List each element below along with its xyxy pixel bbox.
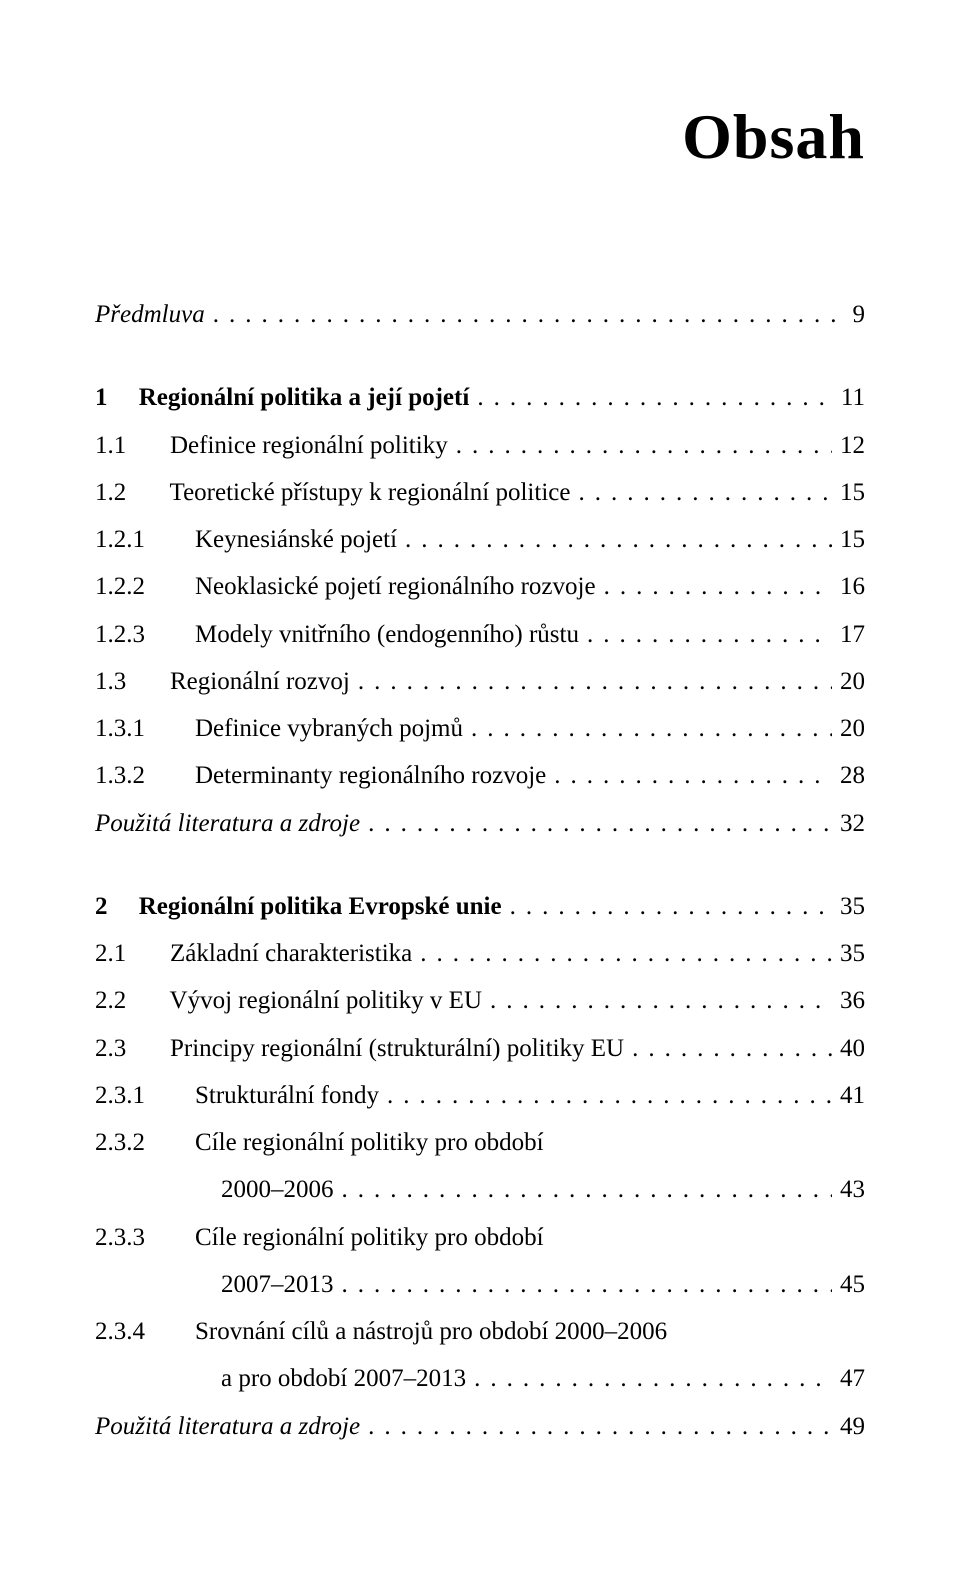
toc-entry-page: 40 [832,1028,865,1069]
toc-entry-page: 16 [832,566,865,607]
toc-entry-page: 12 [832,425,865,466]
toc-entry-page: 43 [832,1169,865,1210]
toc-entry: Předmluva...............................… [95,294,865,335]
toc-entry: 2000–2006...............................… [95,1169,865,1210]
toc-leader-dots: ........................................… [466,1358,832,1399]
toc-entry-label: 2.3.4 Srovnání cílů a nástrojů pro obdob… [95,1311,667,1352]
toc-leader-dots: ........................................… [463,708,832,749]
toc-entry: 1.2.1 Keynesiánské pojetí...............… [95,519,865,560]
toc-entry-page: 47 [832,1358,865,1399]
toc-entry-label: a pro období 2007–2013 [221,1358,466,1399]
toc-entry-label: 2007–2013 [221,1264,334,1305]
toc-leader-dots: ........................................… [570,472,832,513]
toc-entry-page: 11 [833,377,865,418]
toc-leader-dots: ........................................… [412,933,832,974]
toc-entry: Použitá literatura a zdroje.............… [95,803,865,844]
toc-entry-label: Použitá literatura a zdroje [95,803,360,844]
toc-entry: 2.3.3 Cíle regionální politiky pro obdob… [95,1217,865,1258]
toc-entry-label: 1.3.1 Definice vybraných pojmů [95,708,463,749]
toc-entry-label: 2.3.3 Cíle regionální politiky pro obdob… [95,1217,544,1258]
section-gap [95,850,865,886]
toc-entry-page: 35 [832,933,865,974]
toc-entry: 1.3 Regionální rozvoj...................… [95,661,865,702]
toc-entry-page: 15 [832,519,865,560]
toc-leader-dots: ........................................… [379,1075,832,1116]
toc-leader-dots: ........................................… [469,377,833,418]
toc-leader-dots: ........................................… [397,519,832,560]
toc-entry-label: 1.1 Definice regionální politiky [95,425,448,466]
toc-entry: 2.1 Základní charakteristika............… [95,933,865,974]
toc-entry-label: 1.3 Regionální rozvoj [95,661,350,702]
toc-entry: 2.3 Principy regionální (strukturální) p… [95,1028,865,1069]
toc-entry-page: 41 [832,1075,865,1116]
toc-entry-page: 9 [845,294,866,335]
toc-leader-dots: ........................................… [334,1264,833,1305]
toc-entry-page: 49 [832,1406,865,1447]
toc-leader-dots: ........................................… [482,980,832,1021]
toc-entry: 2.3.4 Srovnání cílů a nástrojů pro obdob… [95,1311,865,1352]
toc-entry: Použitá literatura a zdroje.............… [95,1406,865,1447]
toc-entry-page: 32 [832,803,865,844]
toc-entry-label: 2.3.2 Cíle regionální politiky pro obdob… [95,1122,544,1163]
toc-leader-dots: ........................................… [546,755,832,796]
page-title: Obsah [95,100,865,174]
toc-leader-dots: ........................................… [350,661,832,702]
toc-entry: 2007–2013...............................… [95,1264,865,1305]
toc-entry-label: 2 Regionální politika Evropské unie [95,886,502,927]
toc-entry: 2.3.2 Cíle regionální politiky pro obdob… [95,1122,865,1163]
toc-entry-page: 17 [832,614,865,655]
toc-entry-page: 45 [832,1264,865,1305]
toc-entry-label: 2000–2006 [221,1169,334,1210]
toc-entry: 1.3.2 Determinanty regionálního rozvoje.… [95,755,865,796]
section-gap [95,341,865,377]
toc-entry: 1.1 Definice regionální politiky........… [95,425,865,466]
toc-entry: a pro období 2007–2013..................… [95,1358,865,1399]
toc-leader-dots: ........................................… [360,803,832,844]
toc-entry-page: 35 [832,886,865,927]
toc-entry-label: 2.3 Principy regionální (strukturální) p… [95,1028,624,1069]
toc-entry-label: 1.2.2 Neoklasické pojetí regionálního ro… [95,566,596,607]
toc-entry-label: 2.1 Základní charakteristika [95,933,412,974]
toc-entry-label: 1.2.3 Modely vnitřního (endogenního) růs… [95,614,579,655]
toc-entry: 1.2.3 Modely vnitřního (endogenního) růs… [95,614,865,655]
toc-entry: 2.3.1 Strukturální fondy................… [95,1075,865,1116]
toc-leader-dots: ........................................… [596,566,832,607]
toc-entry-label: 1.2.1 Keynesiánské pojetí [95,519,397,560]
toc-entry-label: 2.2 Vývoj regionální politiky v EU [95,980,482,1021]
toc-entry-label: 1.2 Teoretické přístupy k regionální pol… [95,472,570,513]
toc-entry-page: 36 [832,980,865,1021]
toc-entry: 2.2 Vývoj regionální politiky v EU......… [95,980,865,1021]
toc-entry-page: 20 [832,708,865,749]
toc-entry-page: 20 [832,661,865,702]
toc-entry-label: 2.3.1 Strukturální fondy [95,1075,379,1116]
toc-leader-dots: ........................................… [360,1406,832,1447]
table-of-contents: Předmluva...............................… [95,294,865,1447]
toc-entry: 1.3.1 Definice vybraných pojmů..........… [95,708,865,749]
toc-leader-dots: ........................................… [579,614,832,655]
toc-entry: 2 Regionální politika Evropské unie.....… [95,886,865,927]
toc-entry-label: 1 Regionální politika a její pojetí [95,377,469,418]
toc-leader-dots: ........................................… [334,1169,833,1210]
toc-entry-label: 1.3.2 Determinanty regionálního rozvoje [95,755,546,796]
toc-leader-dots: ........................................… [205,294,845,335]
toc-entry-label: Předmluva [95,294,205,335]
toc-leader-dots: ........................................… [448,425,832,466]
toc-entry: 1 Regionální politika a její pojetí.....… [95,377,865,418]
toc-entry-page: 15 [832,472,865,513]
toc-entry: 1.2 Teoretické přístupy k regionální pol… [95,472,865,513]
toc-entry-page: 28 [832,755,865,796]
toc-leader-dots: ........................................… [502,886,832,927]
toc-leader-dots: ........................................… [624,1028,832,1069]
toc-entry-label: Použitá literatura a zdroje [95,1406,360,1447]
toc-entry: 1.2.2 Neoklasické pojetí regionálního ro… [95,566,865,607]
